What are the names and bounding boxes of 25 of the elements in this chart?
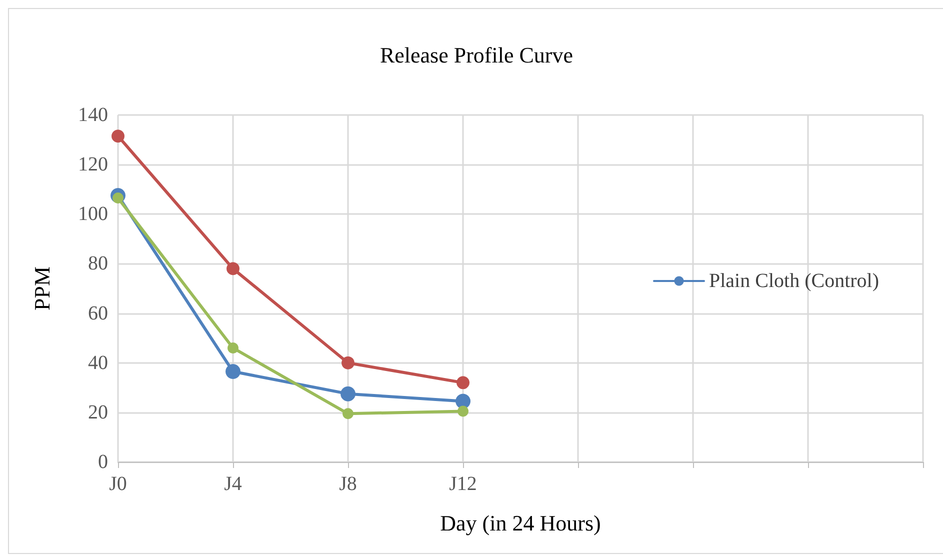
point	[340, 386, 356, 402]
point	[458, 406, 468, 417]
point	[456, 376, 470, 390]
point	[228, 342, 238, 354]
y-axis-title: PPM	[30, 266, 54, 311]
point	[342, 356, 354, 370]
point	[226, 364, 240, 380]
chart-title: Release Profile Curve	[380, 42, 574, 68]
y-tick-label: 140	[78, 104, 108, 126]
x-tick-label: J4	[224, 473, 242, 495]
point	[112, 130, 124, 143]
legend-label: Plain Cloth (Control)	[709, 270, 879, 292]
x-tick-label: J8	[339, 473, 357, 495]
x-tick-label: J0	[109, 473, 127, 495]
y-tick-label: 40	[88, 352, 108, 374]
y-tick-label: 60	[88, 302, 108, 324]
x-tick-label: J12	[449, 473, 477, 495]
y-tick-label: 120	[78, 154, 108, 176]
y-tick-label: 100	[78, 203, 108, 226]
x-axis-title: Day (in 24 Hours)	[440, 510, 601, 536]
y-tick-label: 20	[88, 401, 108, 424]
point	[342, 408, 354, 420]
point	[226, 262, 240, 276]
y-tick-label: 80	[88, 252, 108, 275]
y-tick-label: 0	[98, 451, 108, 473]
